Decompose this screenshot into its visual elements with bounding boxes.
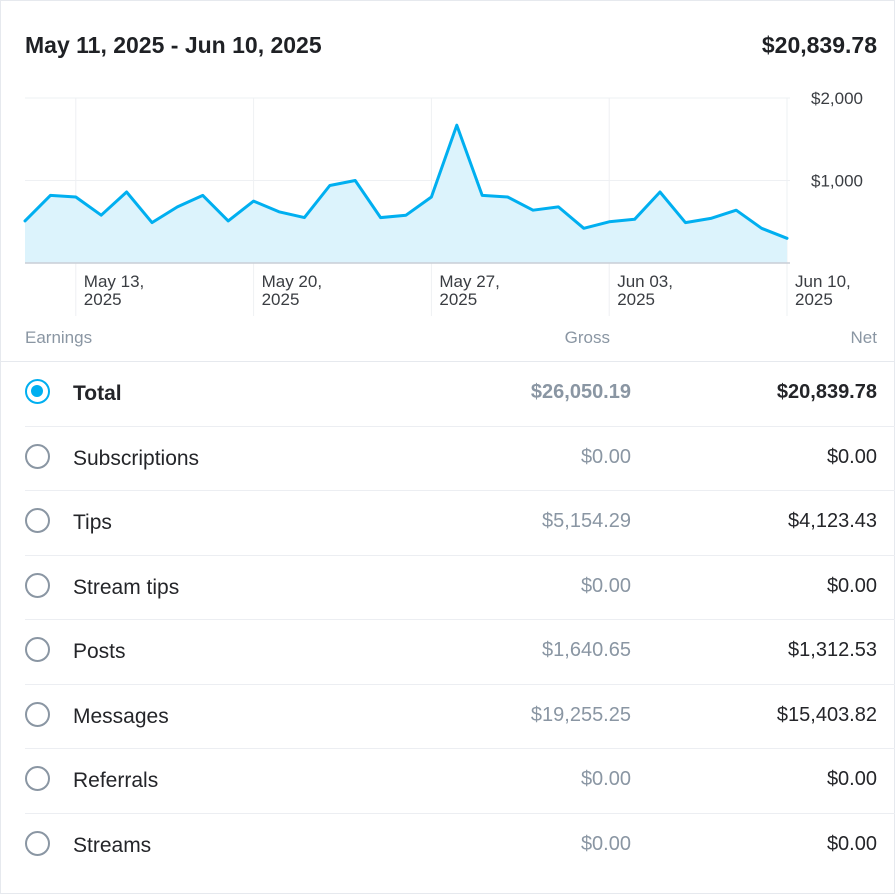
series-area: [25, 125, 787, 263]
radio-button-messages[interactable]: [25, 701, 50, 727]
x-tick-label-year: 2025: [617, 290, 655, 309]
x-tick-label: May 20,: [262, 272, 322, 291]
earnings-label: Streams: [73, 833, 152, 857]
total-earnings: $20,839.78: [761, 31, 877, 58]
x-tick-label-year: 2025: [262, 290, 300, 309]
earnings-label: Stream tips: [73, 575, 180, 599]
net-value: $15,403.82: [776, 703, 877, 726]
gross-value: $19,255.25: [530, 703, 631, 726]
x-tick-label-year: 2025: [439, 290, 477, 309]
gross-value: $1,640.65: [542, 639, 631, 661]
earnings-header: May 11, 2025 - Jun 10, 2025 $20,839.78: [25, 28, 877, 62]
net-value: $0.00: [826, 445, 877, 468]
column-headers: Earnings Gross Net: [25, 328, 877, 350]
earnings-chart: $2,000 $1,000 May 13, 2025 May 20, 2025 May 27…: [0, 88, 895, 320]
column-net: Net: [850, 328, 877, 347]
date-range[interactable]: May 11, 2025 - Jun 10, 2025: [25, 31, 322, 58]
earnings-list: Total $26,050.19 $20,839.78 Subscription…: [0, 362, 895, 878]
earnings-row-stream-tips[interactable]: Stream tips $0.00 $0.00: [25, 556, 895, 620]
gross-value: $0.00: [580, 445, 631, 468]
gross-value: $26,050.19: [530, 381, 631, 403]
gross-value: $5,154.29: [542, 510, 631, 532]
gross-value: $0.00: [580, 574, 631, 597]
earnings-row-streams[interactable]: Streams $0.00 $0.00: [25, 814, 895, 879]
earnings-row-referrals[interactable]: Referrals $0.00 $0.00: [25, 749, 895, 814]
earnings-row-total[interactable]: Total $26,050.19 $20,839.78: [25, 362, 895, 427]
gross-value: $0.00: [580, 768, 631, 790]
column-earnings: Earnings: [25, 328, 93, 347]
earnings-label: Referrals: [73, 769, 159, 792]
net-value: $0.00: [826, 574, 877, 597]
earnings-row-subscriptions[interactable]: Subscriptions $0.00 $0.00: [25, 427, 895, 491]
earnings-row-posts[interactable]: Posts $1,640.65 $1,312.53: [25, 620, 895, 685]
x-tick-label: May 27,: [439, 272, 499, 291]
earnings-label: Messages: [73, 704, 169, 728]
net-value: $20,839.78: [776, 381, 877, 403]
x-tick-label-year: 2025: [795, 290, 833, 309]
net-value: $0.00: [826, 832, 877, 855]
radio-button-total[interactable]: [25, 379, 50, 404]
x-tick-label: Jun 10,: [795, 272, 851, 291]
net-value: $1,312.53: [788, 639, 877, 661]
y-tick-label: $2,000: [811, 89, 863, 108]
divider: [0, 361, 895, 362]
radio-button-referrals[interactable]: [25, 766, 50, 791]
column-gross: Gross: [564, 328, 610, 347]
earnings-label: Tips: [73, 511, 112, 534]
radio-button-posts[interactable]: [25, 637, 50, 662]
radio-button-streams[interactable]: [25, 830, 50, 856]
x-tick-label-year: 2025: [84, 290, 122, 309]
gross-value: $0.00: [580, 832, 631, 855]
series-line: [23, 123, 789, 240]
radio-button-tips[interactable]: [25, 508, 50, 533]
earnings-row-messages[interactable]: Messages $19,255.25 $15,403.82: [25, 685, 895, 749]
radio-button-stream-tips[interactable]: [25, 572, 50, 598]
y-tick-label: $1,000: [811, 172, 863, 191]
net-value: $0.00: [826, 768, 877, 790]
x-tick-label: Jun 03,: [617, 272, 673, 291]
earnings-label: Posts: [73, 640, 126, 663]
earnings-row-tips[interactable]: Tips $5,154.29 $4,123.43: [25, 491, 895, 556]
x-tick-label: May 13,: [84, 272, 144, 291]
earnings-label: Total: [73, 382, 122, 405]
earnings-label: Subscriptions: [73, 446, 200, 470]
radio-button-subscriptions[interactable]: [25, 443, 50, 469]
net-value: $4,123.43: [788, 510, 877, 532]
